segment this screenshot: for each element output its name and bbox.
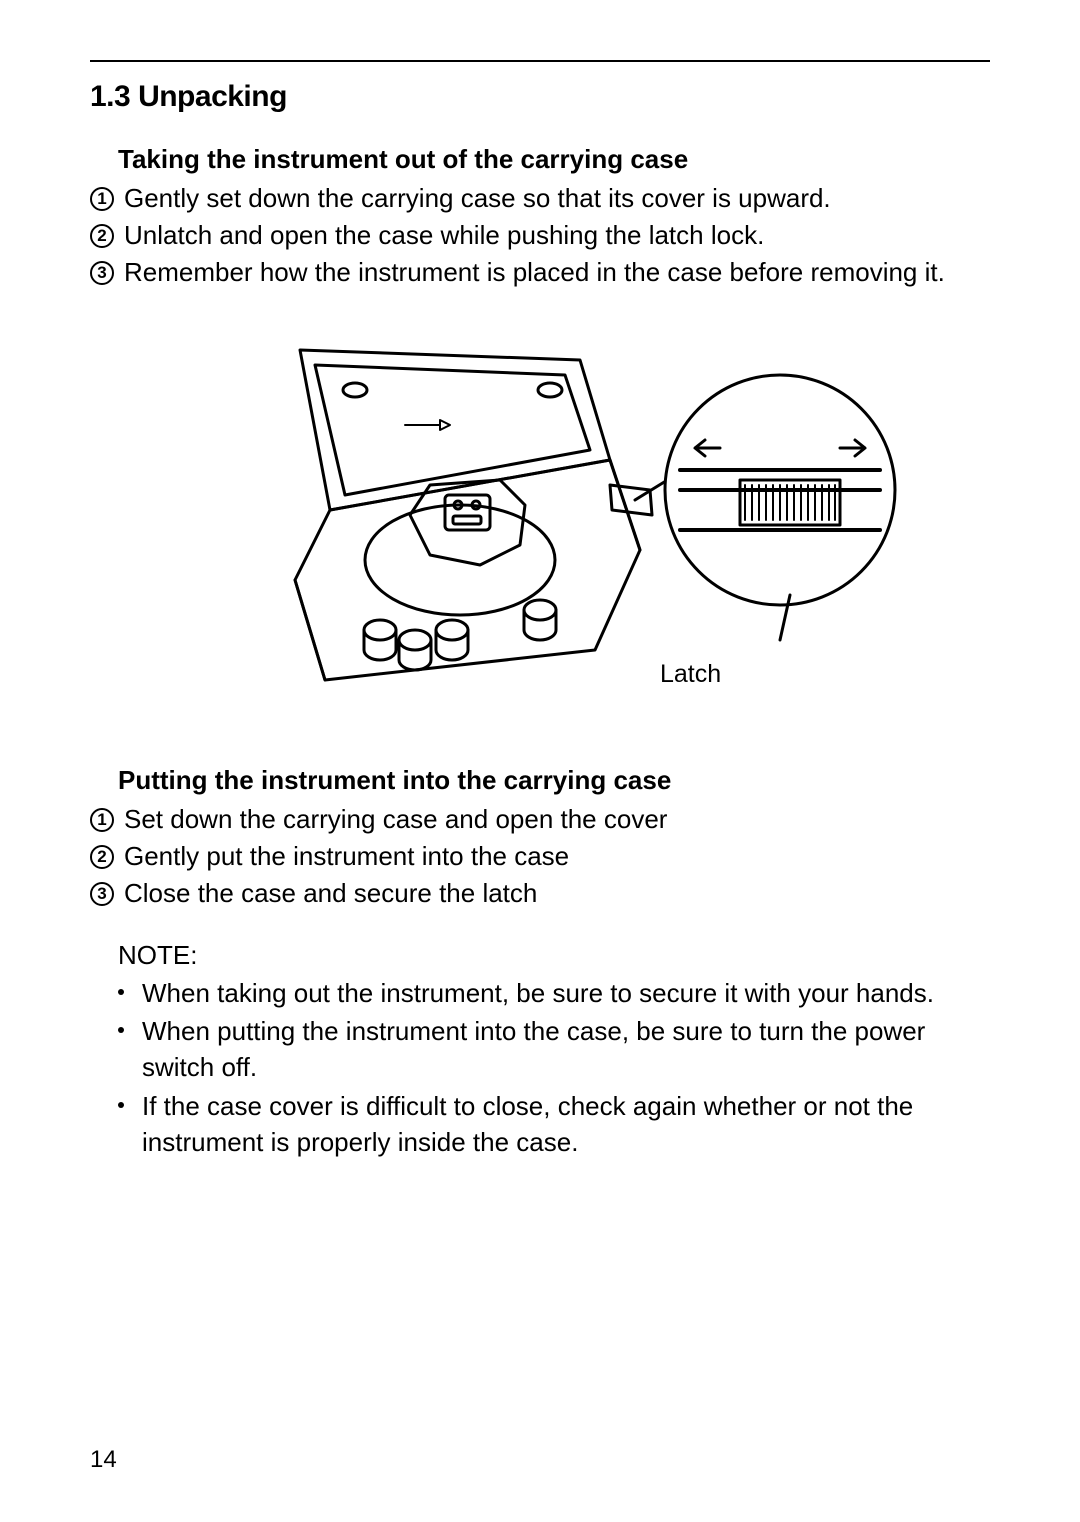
- note-item: If the case cover is difficult to close,…: [118, 1088, 990, 1161]
- circled-number-icon: 2: [90, 224, 114, 248]
- bullet-icon: [118, 1102, 124, 1108]
- step-item: 2 Gently put the instrument into the cas…: [90, 839, 990, 874]
- note-label: NOTE:: [118, 940, 990, 971]
- step-item: 3 Close the case and secure the latch: [90, 876, 990, 911]
- step-item: 2 Unlatch and open the case while pushin…: [90, 218, 990, 253]
- circled-number-icon: 1: [90, 187, 114, 211]
- note-item: When putting the instrument into the cas…: [118, 1013, 990, 1086]
- step-text: Remember how the instrument is placed in…: [124, 255, 990, 290]
- circled-number-icon: 2: [90, 845, 114, 869]
- bullet-icon: [118, 1027, 124, 1033]
- note-text: If the case cover is difficult to close,…: [142, 1088, 990, 1161]
- note-item: When taking out the instrument, be sure …: [118, 975, 990, 1011]
- note-text: When putting the instrument into the cas…: [142, 1013, 990, 1086]
- carrying-case-illustration: [180, 330, 900, 710]
- bullet-icon: [118, 989, 124, 995]
- step-text: Close the case and secure the latch: [124, 876, 990, 911]
- step-text: Set down the carrying case and open the …: [124, 802, 990, 837]
- circled-number-icon: 1: [90, 808, 114, 832]
- step-item: 1 Set down the carrying case and open th…: [90, 802, 990, 837]
- page-number: 14: [90, 1446, 117, 1474]
- section-number: 1.3: [90, 80, 130, 113]
- step-text: Gently put the instrument into the case: [124, 839, 990, 874]
- figure-label-latch: Latch: [660, 660, 721, 689]
- section-name: Unpacking: [138, 80, 287, 113]
- step-item: 1 Gently set down the carrying case so t…: [90, 181, 990, 216]
- figure-carrying-case: Latch: [90, 330, 990, 715]
- step-text: Unlatch and open the case while pushing …: [124, 218, 990, 253]
- steps-taking-out: 1 Gently set down the carrying case so t…: [90, 181, 990, 290]
- subheading-taking-out: Taking the instrument out of the carryin…: [118, 144, 990, 175]
- subheading-putting-in: Putting the instrument into the carrying…: [118, 765, 990, 796]
- note-text: When taking out the instrument, be sure …: [142, 975, 934, 1011]
- circled-number-icon: 3: [90, 261, 114, 285]
- top-rule: [90, 60, 990, 62]
- steps-putting-in: 1 Set down the carrying case and open th…: [90, 802, 990, 911]
- step-item: 3 Remember how the instrument is placed …: [90, 255, 990, 290]
- section-title: 1.3 Unpacking: [90, 80, 990, 114]
- step-text: Gently set down the carrying case so tha…: [124, 181, 990, 216]
- circled-number-icon: 3: [90, 882, 114, 906]
- note-list: When taking out the instrument, be sure …: [118, 975, 990, 1161]
